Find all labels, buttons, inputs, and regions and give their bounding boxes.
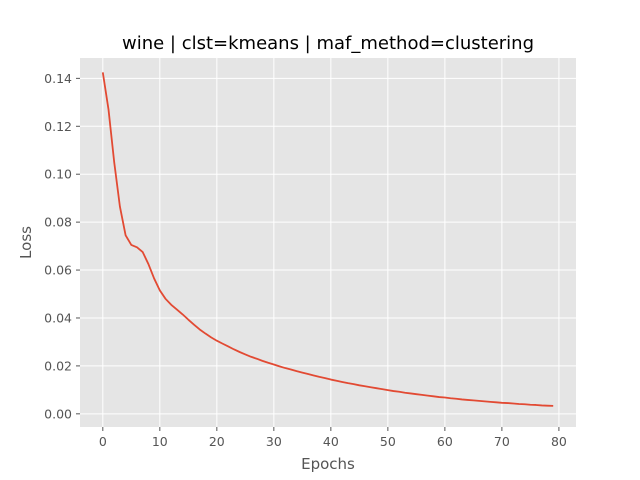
y-axis-label: Loss xyxy=(17,226,35,259)
y-axis-ticks: 0.00 0.02 0.04 0.06 0.08 0.10 0.12 0.14 xyxy=(44,71,80,421)
x-tick-label: 30 xyxy=(266,434,282,449)
x-tick-label: 70 xyxy=(494,434,510,449)
x-tick-label: 0 xyxy=(99,434,107,449)
y-tick-label: 0.04 xyxy=(44,310,72,325)
chart-title: wine | clst=kmeans | maf_method=clusteri… xyxy=(122,33,534,54)
y-tick-label: 0.02 xyxy=(44,358,72,373)
grid xyxy=(80,58,576,427)
x-tick-label: 50 xyxy=(380,434,396,449)
x-tick-label: 80 xyxy=(551,434,567,449)
y-tick-label: 0.12 xyxy=(44,119,72,134)
x-tick-label: 20 xyxy=(209,434,225,449)
y-tick-label: 0.14 xyxy=(44,71,72,86)
x-axis-label: Epochs xyxy=(301,455,355,473)
x-tick-label: 40 xyxy=(323,434,339,449)
x-axis-ticks: 0 10 20 30 40 50 60 70 80 xyxy=(99,427,567,449)
x-tick-label: 10 xyxy=(152,434,168,449)
x-tick-label: 60 xyxy=(437,434,453,449)
y-tick-label: 0.10 xyxy=(44,167,72,182)
y-tick-label: 0.08 xyxy=(44,215,72,230)
y-tick-label: 0.00 xyxy=(44,406,72,421)
y-tick-label: 0.06 xyxy=(44,263,72,278)
loss-series-line xyxy=(101,72,554,407)
